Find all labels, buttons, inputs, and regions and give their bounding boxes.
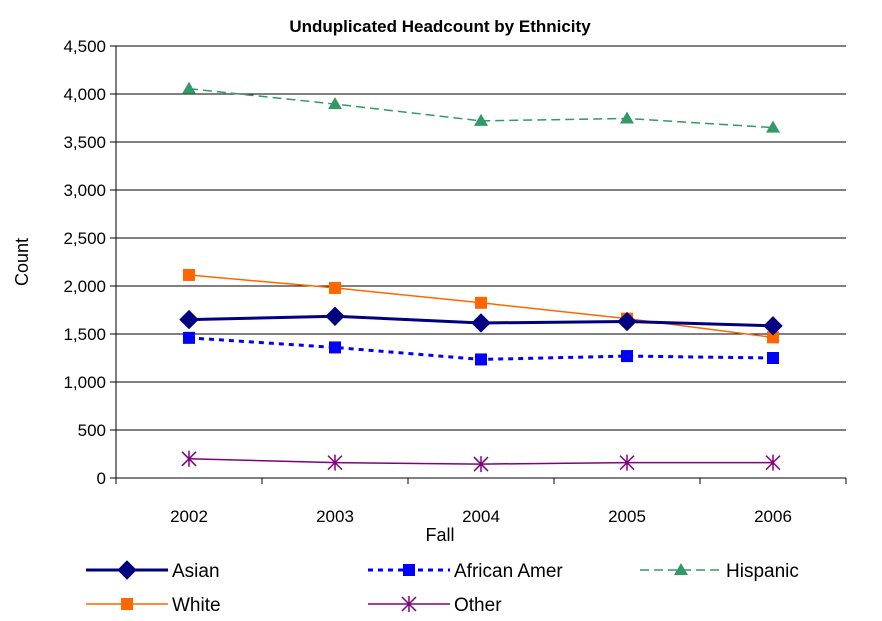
y-tick-label: 3,500 (63, 133, 106, 152)
square-marker (475, 353, 487, 366)
triangle-marker (766, 120, 780, 133)
legend-label: Other (454, 595, 502, 616)
square-marker (183, 331, 195, 344)
legend-label: Hispanic (726, 561, 799, 582)
series-other (181, 450, 781, 473)
star-marker-stroke (401, 596, 417, 612)
diamond-marker (117, 560, 137, 580)
star-marker (765, 454, 781, 471)
y-tick-label: 2,000 (63, 277, 106, 296)
legend-item-white: White (86, 595, 221, 616)
y-tick-label: 500 (78, 421, 106, 440)
square-marker (475, 296, 487, 309)
legend-label: African Amer (454, 561, 563, 582)
gridlines (116, 45, 846, 431)
legend: Asian African Amer Hispanic White Other (86, 560, 799, 616)
legend-item-african-amer: African Amer (368, 561, 563, 582)
series-hispanic (182, 81, 780, 133)
legend-item-other: Other (368, 595, 502, 616)
triangle-marker (620, 111, 634, 124)
y-tick-label: 4,500 (63, 37, 106, 56)
star-marker (401, 596, 417, 612)
y-tick-label: 1,500 (63, 325, 106, 344)
x-tick-label: 2005 (608, 507, 646, 526)
triangle-marker (674, 563, 688, 575)
square-marker (183, 268, 195, 281)
x-axis-label: Fall (425, 525, 454, 545)
x-tick-label: 2006 (754, 507, 792, 526)
legend-item-asian: Asian (86, 560, 220, 582)
series-african-amer (183, 331, 779, 366)
chart-title: Unduplicated Headcount by Ethnicity (289, 17, 591, 36)
diamond-marker (179, 309, 199, 330)
star-marker-stroke (765, 454, 781, 471)
square-marker (329, 281, 341, 294)
legend-item-hispanic: Hispanic (640, 561, 799, 582)
square-marker (403, 564, 415, 576)
star-marker-stroke (327, 454, 343, 471)
axes: 0 500 1,000 1,500 2,000 2,500 3,000 3,500 4,000 4… (63, 37, 847, 526)
square-marker (329, 341, 341, 354)
star-marker (327, 454, 343, 471)
legend-label: Asian (172, 561, 220, 582)
star-marker-stroke (181, 450, 197, 467)
y-tick-label: 2,500 (63, 229, 106, 248)
diamond-marker (617, 311, 637, 332)
star-marker-stroke (619, 454, 635, 471)
diamond-marker (763, 316, 783, 336)
diamond-marker (325, 306, 345, 326)
legend-label: White (172, 595, 221, 616)
triangle-marker (474, 113, 488, 126)
y-tick-label: 0 (97, 469, 106, 488)
y-tick-label: 3,000 (63, 181, 106, 200)
series-asian (179, 306, 783, 336)
diamond-marker (471, 313, 491, 333)
square-marker (121, 598, 133, 610)
x-tick-label: 2002 (170, 507, 208, 526)
square-marker (767, 331, 779, 344)
x-tick-label: 2003 (316, 507, 354, 526)
star-marker (181, 450, 197, 467)
triangle-marker (182, 81, 196, 94)
y-tick-label: 4,000 (63, 85, 106, 104)
square-marker (767, 352, 779, 364)
star-marker (473, 456, 489, 473)
series-group (179, 81, 783, 473)
y-axis-label: Count (12, 238, 32, 286)
square-marker (621, 350, 633, 363)
triangle-marker (328, 97, 342, 110)
x-tick-label: 2004 (462, 507, 500, 526)
star-marker-stroke (473, 456, 489, 473)
y-tick-label: 1,000 (63, 373, 106, 392)
star-marker (619, 454, 635, 471)
